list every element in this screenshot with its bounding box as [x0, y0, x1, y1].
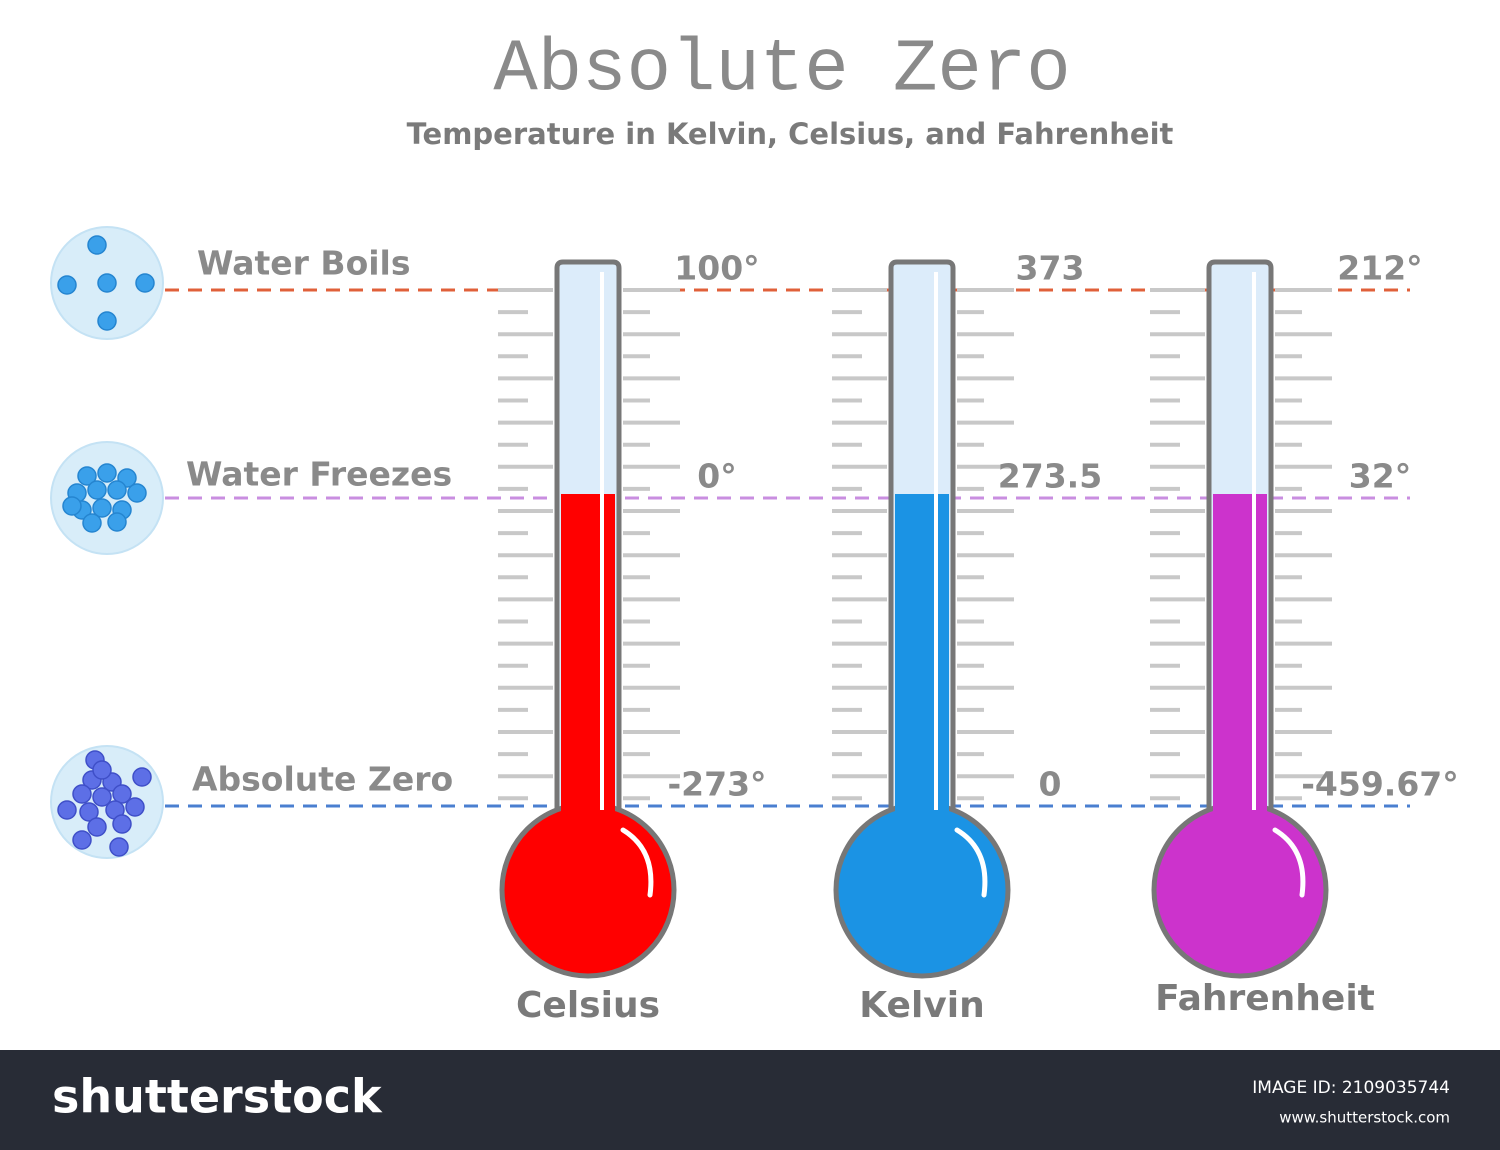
molecule: [87, 817, 107, 837]
molecule: [97, 311, 117, 331]
molecule: [57, 275, 77, 295]
reading: -273°: [667, 765, 766, 804]
image-id: IMAGE ID: 2109035744: [1252, 1078, 1450, 1098]
molecule-circle: [50, 441, 164, 555]
molecule: [57, 800, 77, 820]
brand: shutterstock: [52, 1070, 383, 1124]
molecule: [92, 498, 112, 518]
thermometer-name: Kelvin: [859, 985, 984, 1026]
molecule: [112, 784, 132, 804]
molecule: [72, 830, 92, 850]
title: Absolute Zero: [493, 29, 1070, 113]
molecule: [92, 787, 112, 807]
footer-bar: [0, 1050, 1500, 1150]
bulb-shine: [620, 827, 654, 898]
molecule: [112, 814, 132, 834]
liquid: [895, 494, 949, 824]
reading: -459.67°: [1301, 765, 1459, 804]
molecule: [72, 784, 92, 804]
reading: 212°: [1337, 249, 1422, 288]
thermometer-name: Fahrenheit: [1155, 978, 1375, 1019]
molecule: [62, 496, 82, 516]
subtitle: Temperature in Kelvin, Celsius, and Fahr…: [407, 117, 1174, 151]
level-label: Water Boils: [197, 244, 411, 283]
reading: 0: [1039, 765, 1062, 804]
molecule: [109, 837, 129, 857]
molecule: [132, 767, 152, 787]
liquid: [561, 494, 615, 824]
level-label: Water Freezes: [186, 455, 452, 494]
molecule: [79, 802, 99, 822]
molecule: [87, 235, 107, 255]
molecule: [127, 483, 147, 503]
molecule: [97, 463, 117, 483]
bulb-shine: [1272, 827, 1306, 898]
molecule: [125, 797, 145, 817]
liquid: [1213, 494, 1267, 824]
reading: 0°: [697, 457, 736, 496]
level-label: Absolute Zero: [192, 760, 453, 799]
thermometer-name: Celsius: [516, 985, 660, 1026]
reading: 32°: [1349, 457, 1411, 496]
bulb-shine: [954, 827, 988, 898]
reading: 273.5: [998, 457, 1102, 496]
molecule: [87, 480, 107, 500]
url: www.shutterstock.com: [1279, 1109, 1450, 1127]
molecule: [107, 480, 127, 500]
reading: 373: [1016, 249, 1085, 288]
molecule: [92, 760, 112, 780]
molecule: [77, 466, 97, 486]
molecule: [107, 512, 127, 532]
molecule: [82, 513, 102, 533]
molecule: [135, 273, 155, 293]
reading: 100°: [674, 249, 759, 288]
molecule: [97, 273, 117, 293]
